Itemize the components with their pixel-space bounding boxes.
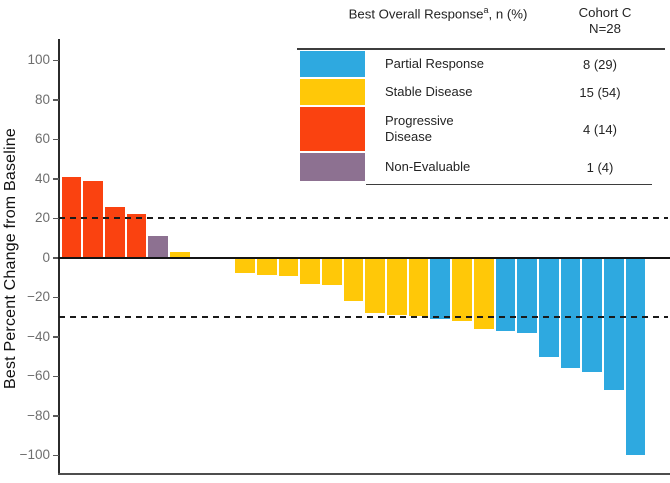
bar-partial_response xyxy=(604,257,624,391)
y-axis-line xyxy=(58,39,60,474)
reference-line-20 xyxy=(59,217,668,220)
bar-partial_response xyxy=(538,257,559,357)
bar-stable_disease xyxy=(365,257,386,314)
legend-row-count: 8 (29) xyxy=(583,56,617,72)
bar-stable_disease xyxy=(473,257,494,329)
y-tick-label: −60 xyxy=(27,368,50,384)
legend-row-count: 15 (54) xyxy=(579,84,621,100)
bar-non_evaluable xyxy=(148,236,169,258)
y-tick-mark xyxy=(53,178,59,180)
bar-stable_disease xyxy=(170,251,190,258)
legend-row-label: Progressive Disease xyxy=(365,113,550,145)
legend-table: Partial Response 8 (29) Stable Disease 15 (… xyxy=(300,50,652,182)
legend-bottom-border xyxy=(366,183,652,186)
legend-row-label-text: Progressive Disease xyxy=(385,113,454,144)
zero-baseline xyxy=(58,256,670,259)
y-tick-label: −100 xyxy=(19,447,50,463)
y-tick-mark xyxy=(53,296,59,299)
bar-progressive_disease xyxy=(126,214,147,258)
cohort-n: N=28 xyxy=(589,20,621,36)
legend-row-label: Stable Disease xyxy=(365,84,550,100)
legend-row-label: Non-Evaluable xyxy=(365,159,550,175)
legend-row-label: Partial Response xyxy=(365,56,550,72)
y-tick-label: 20 xyxy=(34,210,50,226)
y-tick-mark xyxy=(53,454,59,457)
y-tick-mark xyxy=(53,59,59,62)
bar-partial_response xyxy=(517,257,537,333)
bar-stable_disease xyxy=(408,257,429,317)
y-tick-mark xyxy=(53,138,59,141)
legend-swatch-stable_disease xyxy=(300,78,365,105)
bar-stable_disease xyxy=(452,257,472,321)
y-tick-mark xyxy=(53,336,59,338)
bar-partial_response xyxy=(560,257,581,369)
legend-row: Non-Evaluable 1 (4) xyxy=(300,152,652,182)
legend-title-superscript: a xyxy=(483,5,489,15)
bar-partial_response xyxy=(582,257,603,373)
bar-stable_disease xyxy=(343,257,364,302)
y-tick-label: 40 xyxy=(34,170,50,186)
legend-row-label-text: Non-Evaluable xyxy=(385,159,471,175)
cohort-name: Cohort C xyxy=(578,5,632,20)
legend-row: Stable Disease 15 (54) xyxy=(300,78,652,106)
y-tick-label: −80 xyxy=(27,407,50,423)
bar-progressive_disease xyxy=(104,207,125,258)
bar-stable_disease xyxy=(300,257,320,285)
legend-swatch-non_evaluable xyxy=(300,152,365,181)
y-tick-label: 80 xyxy=(34,91,50,107)
bar-stable_disease xyxy=(235,257,255,273)
legend-title-rest: , n (%) xyxy=(488,6,528,22)
legend-row: Progressive Disease 4 (14) xyxy=(300,106,652,152)
y-tick-label: −40 xyxy=(27,328,50,344)
bar-partial_response xyxy=(625,257,646,456)
y-tick-mark xyxy=(53,415,59,417)
y-tick-mark xyxy=(53,99,59,101)
bar-stable_disease xyxy=(387,257,407,316)
legend-row-count: 4 (14) xyxy=(583,121,617,137)
reference-line--30 xyxy=(59,316,668,319)
bar-partial_response xyxy=(495,257,516,331)
bar-partial_response xyxy=(430,257,451,320)
y-tick-mark xyxy=(53,217,59,220)
legend-row-label-text: Partial Response xyxy=(385,56,484,72)
cohort-header: Cohort C N=28 xyxy=(558,5,652,36)
bar-stable_disease xyxy=(321,257,342,286)
legend-swatch-partial_response xyxy=(300,50,365,77)
legend-swatch-progressive_disease xyxy=(300,106,365,151)
legend-row-count: 1 (4) xyxy=(586,159,614,175)
legend-title-main: Best Overall Response xyxy=(348,6,484,22)
y-tick-label: −20 xyxy=(27,289,50,305)
y-tick-mark xyxy=(53,257,59,259)
bar-stable_disease xyxy=(278,257,299,276)
x-axis-line xyxy=(58,472,670,475)
legend-top-border xyxy=(297,48,665,50)
y-tick-label: 0 xyxy=(42,249,50,265)
legend-title: Best Overall Responsea, n (%) xyxy=(310,5,566,21)
y-tick-label: 100 xyxy=(27,52,50,68)
legend-row: Partial Response 8 (29) xyxy=(300,50,652,78)
y-tick-mark xyxy=(53,375,59,378)
y-tick-label: 60 xyxy=(34,131,50,147)
bar-stable_disease xyxy=(256,257,277,275)
legend-row-label-text: Stable Disease xyxy=(385,84,473,100)
